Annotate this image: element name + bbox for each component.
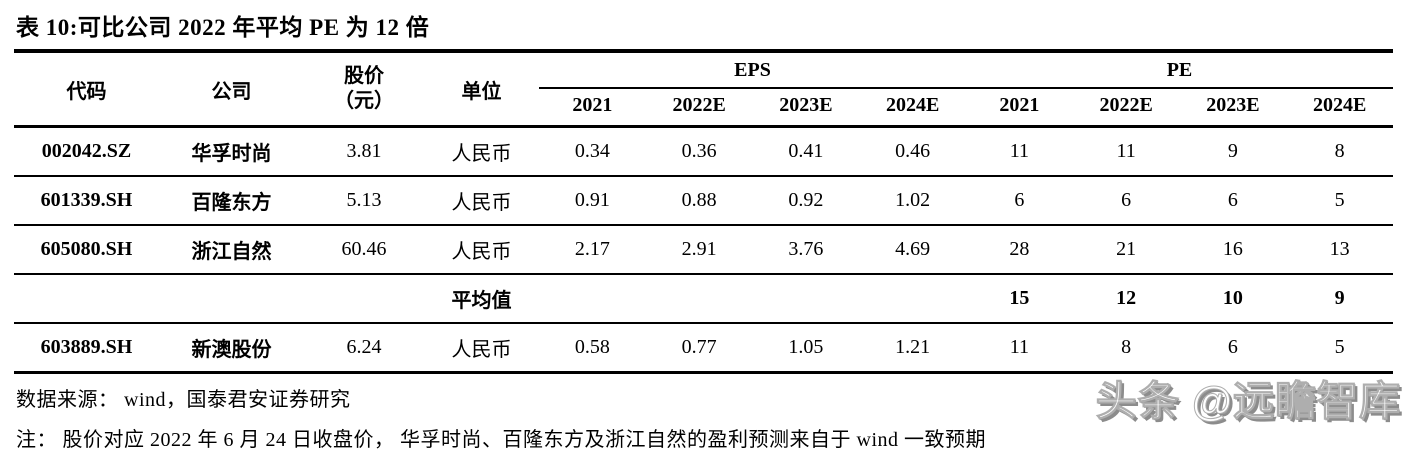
cell-company: 新澳股份	[191, 339, 272, 361]
cell-eps-2024e	[859, 274, 966, 323]
cell-pe-2022e: 6	[1121, 189, 1132, 211]
col-header-eps-group: EPS	[539, 53, 966, 89]
col-header-pe-2022e: 2022E	[1099, 94, 1153, 116]
cell-average-label: 平均值	[451, 290, 512, 312]
cell-eps-2021: 0.58	[574, 336, 610, 358]
cell-pe-2024e: 9	[1334, 287, 1345, 309]
cell-eps-2024e: 4.69	[895, 238, 931, 260]
table-row: 603889.SH 新澳股份 6.24 人民币 0.58 0.77 1.05 1…	[14, 323, 1393, 373]
cell-company: 百隆东方	[191, 192, 272, 214]
cell-pe-2021: 28	[1009, 238, 1030, 260]
cell-eps-2021: 2.17	[574, 238, 610, 260]
cell-pe-2024e: 13	[1329, 238, 1350, 260]
table-row: 601339.SH 百隆东方 5.13 人民币 0.91 0.88 0.92 1…	[14, 176, 1393, 225]
cell-unit: 人民币	[451, 241, 512, 263]
cell-unit: 人民币	[451, 192, 512, 214]
col-header-pe-2023e: 2023E	[1206, 94, 1260, 116]
table-row: 002042.SZ 华孚时尚 3.81 人民币 0.34 0.36 0.41 0…	[14, 127, 1393, 177]
cell-eps-2023e: 0.41	[788, 140, 824, 162]
col-header-unit: 单位	[461, 80, 502, 103]
cell-unit: 人民币	[451, 143, 512, 165]
cell-company: 华孚时尚	[191, 143, 272, 165]
cell-eps-2022e	[646, 274, 753, 323]
col-header-eps-2024e: 2024E	[885, 94, 940, 116]
cell-code: 605080.SH	[40, 238, 133, 260]
cell-eps-2021: 0.34	[574, 140, 610, 162]
watermark: 头条 @远瞻智库	[1095, 378, 1401, 425]
cell-price: 60.46	[341, 238, 387, 260]
cell-price: 6.24	[346, 336, 382, 358]
cell-price: 3.81	[346, 140, 382, 162]
cell-pe-2023e: 6	[1227, 189, 1238, 211]
cell-pe-2024e: 5	[1334, 189, 1345, 211]
cell-pe-2021: 15	[1009, 287, 1030, 309]
cell-pe-2022e: 11	[1116, 140, 1136, 162]
cell-company	[159, 274, 304, 323]
report-page: 表 10:可比公司 2022 年平均 PE 为 12 倍 代码 公司 股价 （元…	[14, 4, 1401, 451]
cell-eps-2022e: 0.77	[681, 336, 717, 358]
cell-code: 002042.SZ	[41, 140, 132, 162]
cell-eps-2024e: 0.46	[895, 140, 931, 162]
cell-eps-2022e: 2.91	[681, 238, 717, 260]
col-header-price-line1: 股价	[344, 65, 384, 87]
cell-eps-2023e: 3.76	[788, 238, 824, 260]
cell-pe-2021: 11	[1009, 140, 1029, 162]
col-header-pe-2021: 2021	[999, 94, 1040, 116]
cell-pe-2022e: 8	[1121, 336, 1132, 358]
cell-pe-2022e: 12	[1116, 287, 1137, 309]
cell-eps-2023e: 1.05	[788, 336, 824, 358]
cell-eps-2024e: 1.02	[895, 189, 931, 211]
cell-price: 5.13	[346, 189, 382, 211]
cell-unit: 人民币	[451, 339, 512, 361]
cell-pe-2023e: 9	[1227, 140, 1238, 162]
cell-code: 603889.SH	[40, 336, 133, 358]
col-header-company: 公司	[211, 80, 252, 103]
cell-eps-2023e	[753, 274, 860, 323]
col-header-eps-2023e: 2023E	[779, 94, 833, 116]
col-header-eps-2021: 2021	[572, 94, 613, 116]
col-header-price-line2: （元）	[334, 90, 394, 112]
table-row: 605080.SH 浙江自然 60.46 人民币 2.17 2.91 3.76 …	[14, 225, 1393, 274]
cell-pe-2023e: 16	[1222, 238, 1243, 260]
cell-pe-2022e: 21	[1116, 238, 1137, 260]
cell-price	[304, 274, 424, 323]
cell-code	[14, 274, 159, 323]
col-header-pe-group: PE	[966, 53, 1393, 89]
cell-company: 浙江自然	[191, 241, 272, 263]
col-header-code: 代码	[66, 80, 107, 103]
cell-pe-2024e: 8	[1334, 140, 1345, 162]
cell-pe-2021: 11	[1009, 336, 1029, 358]
table-title: 表 10:可比公司 2022 年平均 PE 为 12 倍	[14, 4, 1393, 53]
cell-pe-2024e: 5	[1334, 336, 1345, 358]
col-header-eps-2022e: 2022E	[672, 94, 726, 116]
table-header: 代码 公司 股价 （元） 单位 EPS PE 2021 2022E 2023E …	[14, 53, 1393, 127]
header-row-groups: 代码 公司 股价 （元） 单位 EPS PE	[14, 53, 1393, 112]
col-header-pe-2024e: 2024E	[1312, 94, 1367, 116]
comparable-companies-table: 代码 公司 股价 （元） 单位 EPS PE 2021 2022E 2023E …	[14, 53, 1393, 374]
table-body: 002042.SZ 华孚时尚 3.81 人民币 0.34 0.36 0.41 0…	[14, 127, 1393, 373]
cell-eps-2024e: 1.21	[895, 336, 931, 358]
cell-eps-2023e: 0.92	[788, 189, 824, 211]
cell-code: 601339.SH	[40, 189, 133, 211]
cell-pe-2023e: 6	[1227, 336, 1238, 358]
cell-eps-2021	[539, 274, 646, 323]
table-row-average: 平均值 15 12 10 9	[14, 274, 1393, 323]
header-row-years: 2021 2022E 2023E 2024E 2021 2022E 2023E …	[14, 88, 1393, 127]
cell-pe-2021: 6	[1014, 189, 1025, 211]
data-source-line: 数据来源： wind，国泰君安证券研究	[16, 389, 351, 411]
cell-eps-2022e: 0.36	[681, 140, 717, 162]
cell-eps-2022e: 0.88	[681, 189, 717, 211]
footnote-line: 注： 股价对应 2022 年 6 月 24 日收盘价， 华孚时尚、百隆东方及浙江…	[16, 429, 986, 451]
cell-eps-2021: 0.91	[574, 189, 610, 211]
col-header-price: 股价 （元）	[304, 53, 424, 127]
cell-pe-2023e: 10	[1222, 287, 1243, 309]
